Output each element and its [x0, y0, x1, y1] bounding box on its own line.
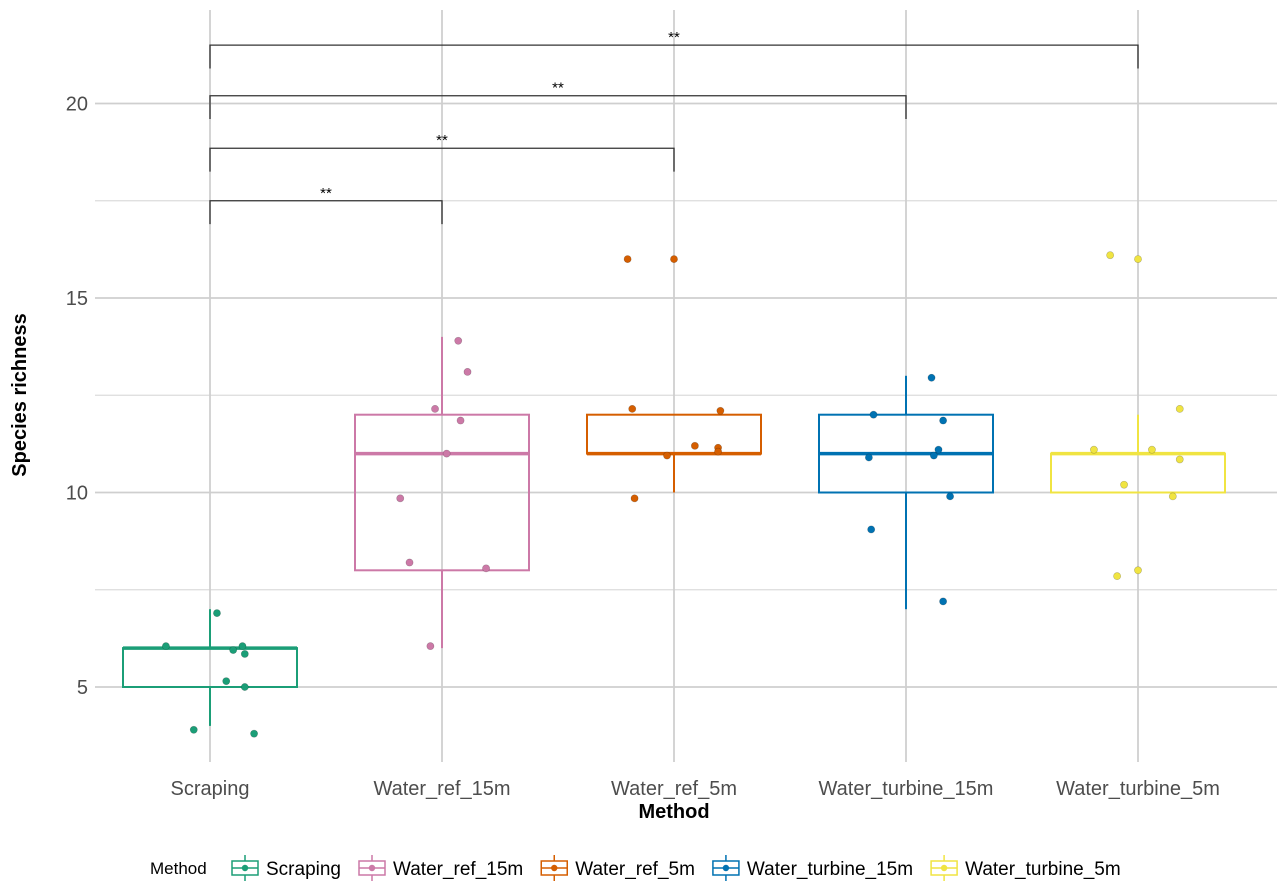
x-axis-title: Method	[638, 801, 709, 823]
significance-label: **	[436, 132, 448, 149]
data-point	[1148, 445, 1156, 454]
legend-key-point	[722, 864, 730, 872]
legend-item-scraping: Scraping	[231, 855, 341, 881]
legend-label: Water_turbine_15m	[747, 859, 913, 880]
legend-key-point	[241, 864, 249, 872]
significance-label: **	[320, 185, 332, 202]
y-tick-label: 5	[77, 677, 88, 699]
data-point	[1106, 251, 1115, 260]
y-axis-title: Species richness	[9, 313, 31, 476]
box-iqr	[354, 413, 530, 572]
y-tick-label: 15	[66, 288, 88, 310]
legend-item-water-ref-15m: Water_ref_15m	[358, 855, 523, 881]
data-point	[426, 642, 435, 651]
data-point	[1120, 480, 1128, 489]
legend-label: Water_turbine_5m	[965, 859, 1121, 880]
significance-bracket	[209, 147, 675, 172]
box-water-turbine-5m	[1050, 414, 1226, 494]
data-point	[716, 406, 725, 415]
data-point	[864, 453, 873, 462]
legend-item-water-turbine-15m: Water_turbine_15m	[712, 855, 913, 881]
axes: Method Species richness 5 10 15 20 Scraping W…	[9, 94, 1220, 824]
data-point	[1175, 455, 1184, 464]
data-point	[189, 725, 198, 734]
box-water-turbine-15m	[818, 375, 994, 610]
data-point	[690, 441, 699, 450]
y-tick-label: 20	[66, 94, 88, 116]
data-point	[250, 729, 258, 738]
data-point	[431, 404, 439, 413]
data-point	[1134, 255, 1142, 263]
legend-key-point	[368, 864, 376, 872]
x-tick-label: Water_ref_5m	[611, 778, 737, 800]
data-points	[162, 251, 1184, 738]
box-water-ref-5m	[586, 413, 762, 493]
data-point	[396, 494, 405, 503]
x-tick-label: Scraping	[171, 778, 250, 800]
data-point	[1134, 566, 1142, 575]
data-point	[1168, 492, 1177, 501]
data-point	[1090, 445, 1098, 454]
data-point	[238, 642, 247, 651]
significance-bracket	[209, 44, 1139, 69]
significance-label: **	[668, 29, 680, 46]
data-point	[714, 447, 722, 456]
data-point	[630, 494, 639, 503]
y-tick-label: 10	[66, 483, 88, 505]
data-point	[628, 404, 637, 413]
data-point	[240, 683, 249, 691]
data-point	[1175, 404, 1184, 413]
data-point	[222, 677, 231, 686]
data-point	[939, 597, 948, 606]
significance-brackets: ** ** ** **	[209, 29, 1139, 225]
data-point	[946, 492, 954, 501]
data-point	[213, 609, 221, 617]
data-point	[229, 646, 238, 654]
legend-title: Method	[150, 859, 207, 878]
significance-bracket	[209, 95, 907, 120]
box-scraping	[122, 609, 298, 726]
data-point	[482, 564, 490, 573]
significance-label: **	[552, 80, 564, 97]
data-point	[463, 368, 472, 376]
data-point	[867, 525, 876, 534]
data-point	[927, 373, 936, 382]
legend: Method Scraping Water_ref_15m Water_ref_5m…	[150, 855, 1121, 881]
data-point	[670, 255, 678, 263]
x-tick-label: Water_turbine_15m	[819, 778, 994, 800]
data-point	[1113, 572, 1122, 581]
data-point	[405, 558, 414, 567]
boxes	[122, 336, 1226, 726]
data-point	[240, 650, 249, 658]
data-point	[663, 451, 671, 460]
data-point	[939, 416, 948, 425]
legend-label: Scraping	[266, 859, 341, 880]
data-point	[442, 449, 451, 458]
data-point	[869, 410, 878, 419]
legend-key-point	[940, 864, 948, 872]
x-tick-label: Water_ref_15m	[373, 778, 510, 800]
legend-label: Water_ref_5m	[575, 859, 695, 880]
legend-item-water-ref-5m: Water_ref_5m	[540, 855, 695, 881]
legend-key-point	[551, 864, 558, 872]
data-point	[929, 451, 938, 460]
legend-item-water-turbine-5m: Water_turbine_5m	[930, 855, 1121, 881]
data-point	[456, 416, 465, 425]
data-point	[162, 642, 170, 651]
significance-bracket	[209, 200, 443, 225]
data-point	[934, 445, 943, 454]
data-point	[454, 336, 463, 345]
x-tick-label: Water_turbine_5m	[1056, 778, 1220, 800]
legend-label: Water_ref_15m	[393, 859, 523, 880]
data-point	[623, 255, 632, 263]
box-water-ref-15m	[354, 336, 530, 649]
